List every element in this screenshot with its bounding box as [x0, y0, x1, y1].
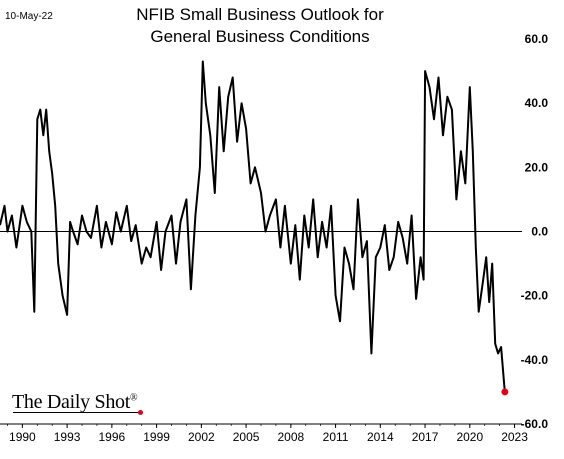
last-point-marker: [501, 388, 509, 396]
y-tick-label: -40.0: [521, 353, 549, 367]
brand-red-dot: [138, 410, 143, 415]
y-tick-label: -60.0: [521, 417, 549, 431]
y-tick-label: 60.0: [525, 32, 549, 46]
chart-title: NFIB Small Business Outlook for General …: [130, 4, 390, 48]
y-axis: 60.0 40.0 20.0 0.0 -20.0 -40.0 -60.0: [521, 32, 549, 431]
brand-registered-mark: ®: [130, 392, 138, 404]
series-line: [0, 60, 506, 392]
brand-logo: The Daily Shot®: [12, 391, 138, 414]
y-tick-label: 20.0: [525, 160, 549, 174]
x-tick-label: 2023: [501, 430, 528, 444]
y-tick-label: -20.0: [521, 289, 549, 303]
x-tick-label: 2011: [323, 430, 349, 444]
x-tick-label: 2008: [277, 430, 304, 444]
x-tick-label: 2005: [233, 430, 260, 444]
y-tick-label: 40.0: [525, 96, 549, 110]
date-label: 10-May-22: [5, 11, 53, 22]
chart-title-line-2: General Business Conditions: [150, 27, 370, 46]
x-tick-label: 2020: [456, 430, 483, 444]
chart-title-line-1: NFIB Small Business Outlook for: [136, 5, 384, 24]
brand-name: The Daily Shot: [12, 391, 131, 413]
y-tick-label: 0.0: [531, 225, 548, 239]
x-axis: 1990 1993 1996 1999 2002 2005 2008 2011 2014 2017…: [0, 423, 528, 444]
x-tick-label: 2017: [412, 430, 439, 444]
series-layer: [0, 60, 509, 396]
x-tick-label: 2002: [188, 430, 215, 444]
x-tick-label: 1990: [9, 430, 36, 444]
x-tick-label: 1996: [99, 430, 126, 444]
x-tick-label: 1999: [143, 430, 170, 444]
brand-underline: [13, 412, 140, 413]
x-tick-label: 1993: [54, 430, 81, 444]
x-tick-label: 2014: [367, 430, 394, 444]
